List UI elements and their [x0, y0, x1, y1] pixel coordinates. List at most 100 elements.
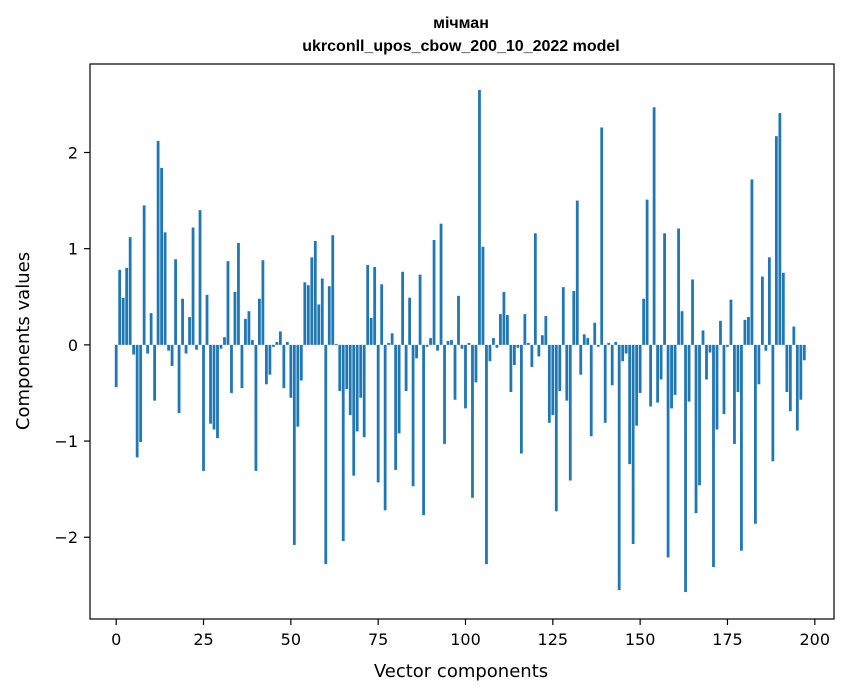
bar — [561, 287, 565, 345]
bar — [478, 89, 481, 345]
bar — [237, 242, 240, 345]
bar — [572, 291, 576, 345]
bar — [802, 344, 806, 361]
bar — [254, 344, 258, 471]
bar — [251, 340, 254, 345]
bar — [160, 167, 163, 345]
bar — [142, 205, 146, 345]
bar — [736, 344, 740, 392]
bar — [565, 344, 569, 401]
bar — [547, 344, 551, 423]
bar — [233, 291, 237, 345]
bar — [369, 317, 373, 345]
bar — [799, 344, 803, 400]
x-axis-ticks: 0 25 50 75 100 125 150 175 200 — [111, 619, 830, 649]
y-tick-label: 1 — [68, 240, 78, 259]
bar — [596, 344, 600, 347]
bar — [135, 344, 139, 458]
bar — [285, 341, 289, 345]
bar — [271, 344, 275, 347]
x-axis-label: Vector components — [374, 661, 548, 682]
bar — [296, 344, 300, 427]
bar — [317, 304, 321, 345]
bar — [320, 278, 324, 345]
bar — [418, 274, 422, 345]
bar — [422, 344, 425, 516]
bar — [429, 338, 432, 345]
x-tick-label: 50 — [281, 630, 301, 649]
bar — [439, 223, 443, 345]
bar — [617, 344, 621, 591]
bar — [485, 344, 488, 565]
bar — [677, 228, 680, 345]
bar — [188, 316, 191, 345]
bar — [432, 240, 436, 345]
bar — [743, 319, 747, 345]
bar — [268, 344, 272, 375]
x-tick-label: 200 — [800, 630, 831, 649]
bar — [631, 344, 635, 544]
bar — [261, 260, 265, 345]
bar — [464, 344, 467, 409]
bar — [258, 298, 261, 345]
bar — [404, 344, 408, 392]
y-axis-ticks: −2 −1 0 1 2 — [54, 143, 90, 547]
plot-frame — [89, 63, 835, 620]
x-tick-label: 100 — [450, 630, 481, 649]
bar — [212, 344, 216, 430]
bar — [411, 344, 415, 487]
bar — [128, 237, 132, 345]
bar — [146, 344, 150, 354]
bar — [226, 261, 230, 345]
bar — [719, 320, 722, 345]
bar — [373, 266, 377, 345]
bar — [673, 344, 677, 395]
bar — [327, 286, 331, 345]
bar — [593, 322, 597, 345]
bar — [754, 344, 757, 524]
bar — [216, 344, 219, 439]
bar — [757, 344, 761, 385]
bar — [338, 344, 342, 392]
bar — [610, 344, 614, 386]
bar — [726, 344, 729, 347]
bar — [247, 311, 251, 345]
bar — [450, 340, 453, 345]
bar — [198, 210, 202, 345]
bar — [376, 344, 380, 483]
bar — [795, 344, 799, 431]
bar — [781, 272, 785, 345]
bar — [149, 313, 153, 345]
bar — [638, 344, 642, 393]
bar — [684, 344, 687, 593]
bar — [624, 344, 628, 354]
bar — [652, 107, 656, 345]
bar — [628, 344, 632, 465]
bar — [219, 344, 223, 349]
y-axis-label: Components values — [13, 252, 34, 430]
bar — [471, 344, 474, 498]
bar — [575, 200, 579, 345]
bar — [774, 136, 778, 345]
bar — [359, 344, 363, 398]
bar — [275, 341, 279, 345]
bar — [788, 344, 792, 412]
bar — [352, 344, 356, 476]
y-tick-label: −1 — [54, 432, 78, 451]
bar — [457, 295, 460, 345]
bar — [446, 341, 450, 345]
bar — [334, 343, 338, 345]
y-tick-label: 2 — [68, 143, 78, 162]
bar — [509, 344, 513, 392]
bar — [282, 344, 286, 389]
bar — [167, 344, 170, 351]
bar — [792, 326, 796, 345]
y-tick-label: 0 — [68, 336, 78, 355]
bar — [558, 344, 562, 392]
bar — [705, 344, 708, 380]
bar — [540, 335, 544, 345]
bar — [366, 265, 370, 345]
bar — [694, 344, 698, 514]
bar — [331, 235, 335, 345]
